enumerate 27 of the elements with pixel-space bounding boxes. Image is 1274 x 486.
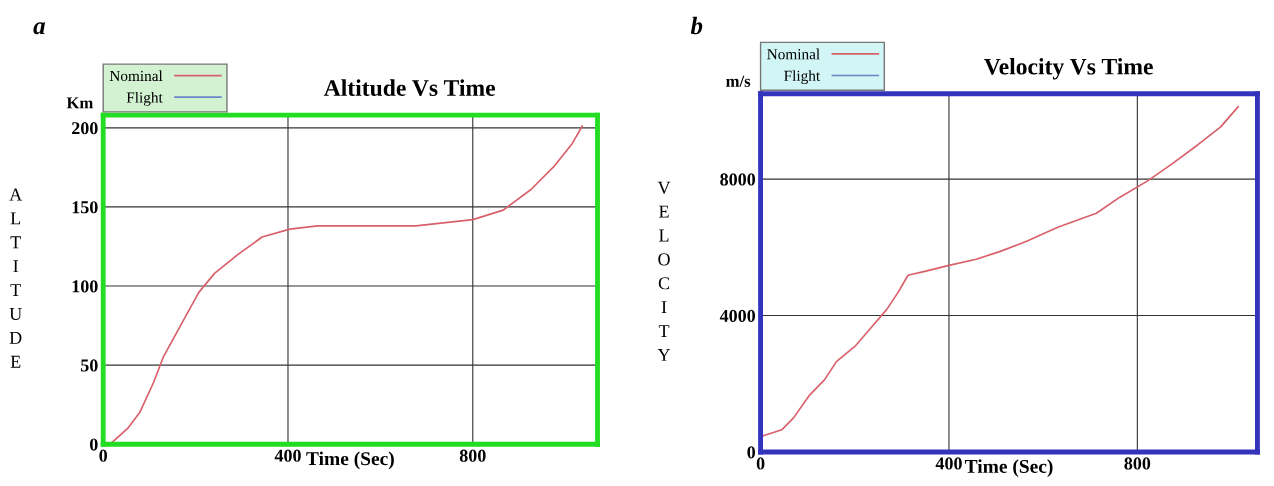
text: m/s xyxy=(726,75,751,87)
y-tick-label: 50 xyxy=(81,359,98,372)
y-tick-label: 200 xyxy=(72,122,98,135)
text: a xyxy=(33,22,46,35)
text: Km xyxy=(66,97,94,109)
legend-label: Flight xyxy=(126,91,163,106)
x-tick-label: 800 xyxy=(459,449,486,462)
legend-label: Nominal xyxy=(109,70,163,82)
x-axis-title: Time (Sec) xyxy=(306,451,394,470)
y-tick-label: 0 xyxy=(89,438,98,451)
x-tick-label: 800 xyxy=(1124,457,1151,470)
y-tick-label: 8000 xyxy=(720,173,756,186)
text: b xyxy=(690,16,703,35)
x-tick-label: 0 xyxy=(99,449,108,462)
chart-title: Altitude Vs Time xyxy=(323,79,496,97)
chart-title: Velocity Vs Time xyxy=(984,57,1153,80)
x-tick-label: 400 xyxy=(274,449,301,462)
x-tick-label: 400 xyxy=(935,457,962,470)
x-axis-title: Time (Sec) xyxy=(964,459,1053,477)
y-axis-title: VELOCITY xyxy=(657,181,671,361)
legend-label: Nominal xyxy=(767,48,820,60)
y-tick-label: 4000 xyxy=(719,309,756,322)
y-tick-label: 100 xyxy=(72,280,98,293)
legend-label: Flight xyxy=(784,70,821,85)
x-tick-label: 0 xyxy=(756,457,765,470)
y-axis-title: ALTITUDE xyxy=(9,188,23,368)
y-tick-label: 150 xyxy=(72,201,98,214)
